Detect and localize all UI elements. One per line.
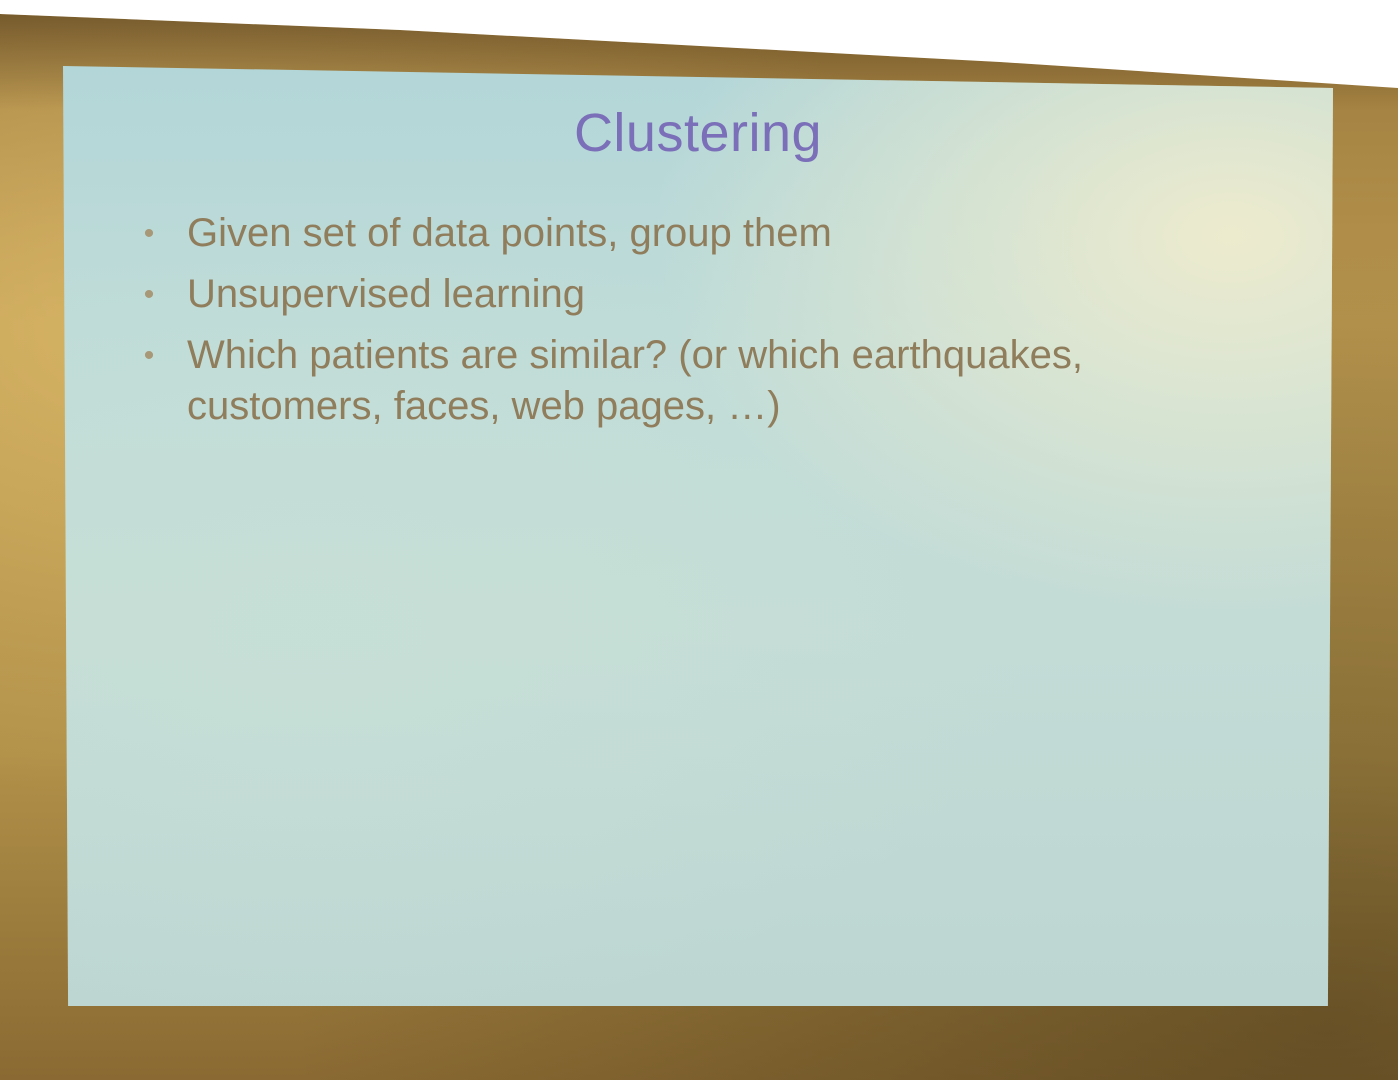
bullet-text: Given set of data points, group them <box>187 211 832 255</box>
bullet-icon: • <box>143 278 155 311</box>
bullet-list: • Given set of data points, group them •… <box>133 208 1233 442</box>
list-item: • Unsupervised learning <box>133 269 1233 320</box>
list-item: • Given set of data points, group them <box>133 208 1233 259</box>
slide-title: Clustering <box>573 103 823 163</box>
bullet-icon: • <box>143 217 155 250</box>
bullet-text: Unsupervised learning <box>187 272 586 316</box>
bullet-icon: • <box>143 339 155 372</box>
bullet-text: Which patients are similar? (or which ea… <box>187 333 1083 428</box>
list-item: • Which patients are similar? (or which … <box>133 330 1233 432</box>
projected-slide: Clustering • Given set of data points, g… <box>63 66 1333 1006</box>
